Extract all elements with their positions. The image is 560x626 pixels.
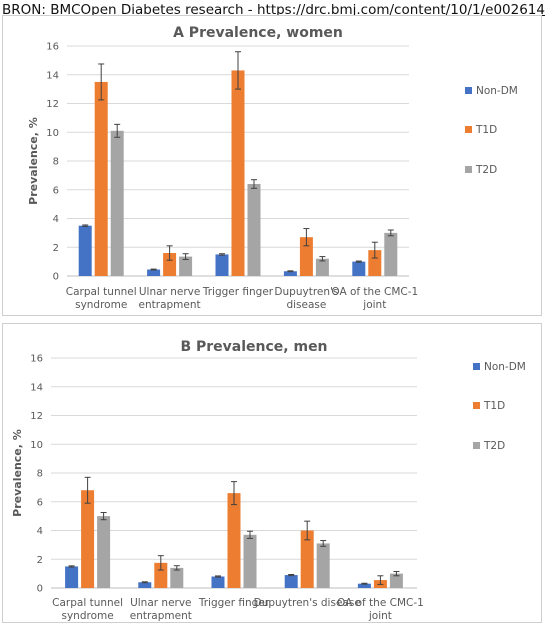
x-tick-label: Dupuytren's	[274, 286, 338, 298]
y-tick-label: 6	[37, 497, 43, 508]
y-tick-label: 12	[46, 99, 59, 110]
bar-non-dm	[138, 582, 152, 588]
bar-t1d	[227, 493, 241, 588]
bar-non-dm	[357, 583, 371, 588]
bar-t2d	[170, 567, 184, 588]
legend-swatch-t2d	[473, 442, 480, 449]
legend-label: Non-DM	[484, 361, 526, 373]
x-tick-label: entrapment	[139, 299, 201, 311]
x-tick-label: OA of the CMC-1	[337, 597, 424, 609]
legend-swatch-non-dm	[473, 363, 480, 370]
y-tick-label: 10	[46, 128, 59, 139]
bar-t1d	[154, 562, 168, 588]
legend-swatch-t1d	[465, 126, 472, 133]
y-tick-label: 12	[30, 411, 43, 422]
legend-label: T1D	[483, 400, 505, 412]
x-tick-label: Ulnar nerve	[130, 597, 191, 609]
y-tick-label: 4	[53, 214, 59, 225]
x-tick-label: syndrome	[75, 299, 127, 311]
bar-t2d	[179, 256, 193, 276]
bar-t2d	[110, 130, 124, 276]
x-tick-label: Trigger finger	[198, 597, 270, 609]
chart-panel-women: A Prevalence, women 0 2 4 6 8 10 12 14 16 Prevalen…	[2, 15, 542, 316]
legend-label: T1D	[475, 124, 497, 136]
legend-label: T2D	[483, 440, 505, 452]
legend-label: T2D	[475, 164, 497, 176]
bar-t1d	[81, 490, 95, 588]
x-tick-label: Dupuytren's disease	[254, 597, 361, 609]
chart-title: B Prevalence, men	[180, 339, 327, 355]
x-tick-label: Trigger finger	[202, 286, 274, 298]
bar-non-dm	[215, 254, 229, 276]
x-tick-label: Carpal tunnel	[52, 597, 123, 609]
bar-t1d	[231, 70, 245, 276]
bar-t1d	[300, 530, 314, 588]
y-tick-label: 6	[53, 185, 59, 196]
bar-t2d	[247, 184, 261, 276]
bar-t2d	[315, 258, 329, 276]
y-axis-label: Prevalence, %	[27, 117, 40, 205]
bar-t1d	[163, 253, 177, 276]
bar-t2d	[384, 232, 398, 276]
x-tick-label: disease	[286, 299, 326, 311]
legend-swatch-non-dm	[465, 87, 472, 94]
x-tick-label: Carpal tunnel	[66, 286, 137, 298]
bar-t2d	[97, 516, 111, 588]
legend-swatch-t2d	[465, 166, 472, 173]
x-tick-label: entrapment	[130, 610, 192, 622]
bar-non-dm	[78, 225, 92, 276]
bar-t2d	[243, 534, 257, 588]
y-tick-label: 4	[37, 526, 43, 537]
bar-t1d	[368, 250, 382, 276]
bar-non-dm	[283, 271, 297, 276]
y-tick-label: 16	[46, 42, 59, 53]
bar-t1d	[94, 81, 108, 276]
legend-label: Non-DM	[476, 85, 518, 97]
y-tick-label: 2	[53, 243, 59, 254]
chart-title: A Prevalence, women	[173, 25, 343, 41]
y-tick-label: 8	[53, 157, 59, 168]
bar-non-dm	[211, 576, 225, 588]
y-tick-label: 2	[37, 555, 43, 566]
chart-panel-men: B Prevalence, men 0 2 4 6 8 10 12 14 16 Prevalence…	[2, 323, 542, 623]
x-tick-label: Ulnar nerve	[139, 286, 200, 298]
x-tick-label: joint	[362, 299, 386, 311]
prevalence-women-chart: A Prevalence, women 0 2 4 6 8 10 12 14 16 Prevalen…	[27, 25, 518, 311]
x-tick-label: syndrome	[61, 610, 113, 622]
y-tick-label: 14	[46, 70, 59, 81]
bar-t2d	[316, 543, 330, 588]
legend-swatch-t1d	[473, 402, 480, 409]
source-url-link[interactable]: https://drc.bmj.com/content/10/1/e002614	[256, 2, 545, 18]
bar-t1d	[299, 237, 313, 276]
y-tick-label: 10	[30, 440, 43, 451]
bar-t2d	[389, 573, 403, 588]
prevalence-men-chart: B Prevalence, men 0 2 4 6 8 10 12 14 16 Prevalence…	[11, 339, 526, 622]
bar-non-dm	[352, 261, 366, 276]
bar-non-dm	[284, 575, 298, 588]
source-prefix: BRON: BMCOpen Diabetes research -	[2, 2, 257, 18]
source-citation: BRON: BMCOpen Diabetes research - https:…	[2, 2, 545, 18]
y-tick-label: 8	[37, 469, 43, 480]
y-axis-label: Prevalence, %	[11, 429, 24, 517]
x-tick-label: joint	[368, 610, 392, 622]
y-tick-label: 0	[53, 272, 59, 283]
bar-non-dm	[65, 566, 79, 588]
x-tick-label: OA of the CMC-1	[331, 286, 418, 298]
y-tick-label: 0	[37, 584, 43, 595]
y-tick-label: 14	[30, 382, 43, 393]
bar-non-dm	[147, 269, 161, 276]
y-tick-label: 16	[30, 354, 43, 365]
